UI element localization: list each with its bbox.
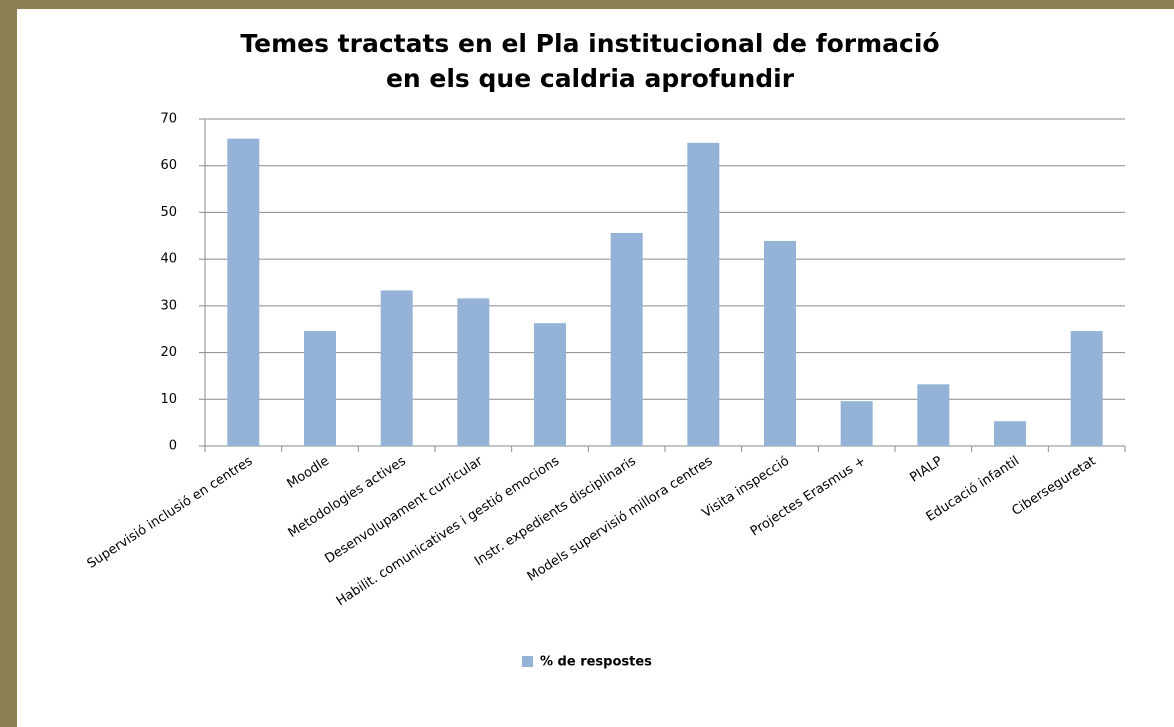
y-tick-label: 50 — [160, 205, 177, 220]
y-tick-label: 0 — [169, 439, 177, 454]
bar — [764, 240, 796, 446]
chart-background — [17, 9, 1174, 727]
y-tick-label: 70 — [160, 112, 177, 127]
bar — [380, 290, 413, 446]
legend-swatch — [522, 656, 533, 667]
chart-title: Temes tractats en el Pla institucional d… — [240, 29, 939, 58]
bar — [917, 384, 950, 446]
y-tick-label: 60 — [160, 158, 177, 173]
bar — [840, 401, 873, 446]
bar — [304, 331, 336, 446]
y-tick-label: 10 — [160, 392, 177, 407]
bar — [457, 298, 490, 446]
bar — [994, 421, 1026, 446]
bar — [610, 232, 643, 446]
y-tick-label: 20 — [160, 345, 177, 360]
chart-title: en els que caldria aprofundir — [386, 64, 795, 93]
y-tick-label: 30 — [160, 298, 177, 313]
bar — [227, 138, 260, 446]
bar — [687, 142, 720, 446]
bar — [534, 323, 566, 446]
y-tick-label: 40 — [160, 252, 177, 267]
bar — [1070, 331, 1103, 446]
legend-label: % de respostes — [540, 655, 652, 670]
